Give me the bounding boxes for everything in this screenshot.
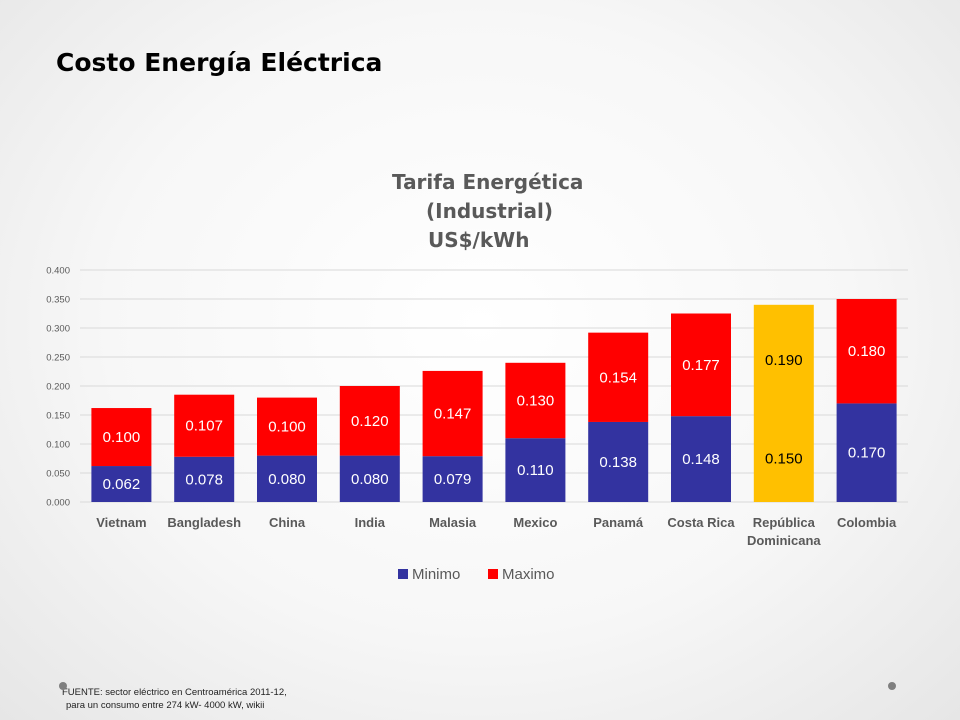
bar-maximo xyxy=(505,362,566,439)
data-label-maximo: 0.180 xyxy=(848,343,886,360)
y-tick-label: 0.250 xyxy=(46,353,70,364)
x-tick-label: China xyxy=(269,515,306,530)
data-label-maximo: 0.147 xyxy=(434,406,472,423)
y-tick-label: 0.300 xyxy=(46,324,70,335)
bar-maximo xyxy=(836,299,897,404)
bar-minimo xyxy=(753,415,814,502)
data-label-minimo: 0.150 xyxy=(765,451,803,468)
legend-label: Maximo xyxy=(502,566,555,583)
x-tick-label: India xyxy=(355,515,386,530)
data-label-maximo: 0.154 xyxy=(599,369,637,386)
bar-minimo xyxy=(174,456,235,502)
bar-maximo xyxy=(174,394,235,457)
slide-title: Costo Energía Eléctrica xyxy=(56,48,383,77)
y-tick-label: 0.400 xyxy=(46,266,70,277)
data-label-maximo: 0.107 xyxy=(185,418,223,435)
x-tick-label: Malasia xyxy=(429,515,477,530)
bar-maximo xyxy=(753,304,814,415)
bar-maximo xyxy=(588,332,649,422)
data-label-maximo: 0.190 xyxy=(765,352,803,369)
bar-minimo xyxy=(505,438,566,502)
data-label-minimo: 0.080 xyxy=(268,471,306,488)
x-tick-label: Mexico xyxy=(513,515,557,530)
data-label-maximo: 0.130 xyxy=(517,393,555,410)
data-label-minimo: 0.079 xyxy=(434,471,472,488)
stacked-bar-chart: 0.000 0.050 0.100 0.150 0.200 0.250 0.300 0.350… xyxy=(46,266,908,583)
x-tick-label: Colombia xyxy=(837,515,897,530)
data-label-minimo: 0.080 xyxy=(351,471,389,488)
bar-maximo xyxy=(257,397,317,456)
legend-swatch xyxy=(398,569,408,579)
x-tick-label: Vietnam xyxy=(96,515,146,530)
bar-minimo xyxy=(836,403,897,502)
y-tick-label: 0.100 xyxy=(46,440,70,451)
data-label-maximo: 0.177 xyxy=(682,357,720,374)
x-tick-label: Panamá xyxy=(593,515,644,530)
bar-minimo xyxy=(422,456,483,502)
legend-label: Minimo xyxy=(412,566,460,583)
bar-maximo xyxy=(671,313,731,417)
bar-minimo xyxy=(339,455,400,502)
x-tick-label: Bangladesh xyxy=(167,515,241,530)
y-tick-label: 0.150 xyxy=(46,411,70,422)
source-line-2: para un consumo entre 274 kW- 4000 kW, w… xyxy=(66,700,265,711)
data-label-minimo: 0.078 xyxy=(185,471,223,488)
y-tick-label: 0.200 xyxy=(46,382,70,393)
data-label-minimo: 0.138 xyxy=(599,454,637,471)
bar-maximo xyxy=(339,386,400,456)
data-label-minimo: 0.110 xyxy=(517,462,553,479)
x-tick-label: Costa Rica xyxy=(667,515,735,530)
x-tick-label: República xyxy=(753,515,816,530)
bar-minimo xyxy=(671,416,731,502)
chart-title-line-1: Tarifa Energética xyxy=(392,170,584,194)
y-tick-label: 0.350 xyxy=(46,295,70,306)
chart-title-line-2: (Industrial) xyxy=(426,199,554,223)
bar-maximo xyxy=(422,370,483,457)
data-label-maximo: 0.120 xyxy=(351,413,389,430)
chart-title: Tarifa Energética (Industrial) US$/kWh xyxy=(378,168,588,255)
x-tick-label: Dominicana xyxy=(747,533,821,548)
chart-title-line-3: US$/kWh xyxy=(428,228,530,252)
bar-minimo xyxy=(91,466,152,502)
data-label-minimo: 0.148 xyxy=(682,451,720,468)
source-line-1: FUENTE: sector eléctrico en Centroaméric… xyxy=(62,687,287,698)
bar-maximo xyxy=(91,408,152,467)
data-label-maximo: 0.100 xyxy=(103,429,141,446)
data-label-minimo: 0.062 xyxy=(103,476,141,493)
legend-swatch xyxy=(488,569,498,579)
source-note: FUENTE: sector eléctrico en Centroaméric… xyxy=(62,686,287,712)
y-tick-label: 0.000 xyxy=(46,498,70,509)
data-label-maximo: 0.100 xyxy=(268,419,306,436)
data-label-minimo: 0.170 xyxy=(848,445,886,462)
slide-dot-left xyxy=(59,682,67,690)
bar-minimo xyxy=(257,455,317,502)
bar-minimo xyxy=(588,421,649,502)
slide-dot-right xyxy=(888,682,896,690)
y-tick-label: 0.050 xyxy=(46,469,70,480)
